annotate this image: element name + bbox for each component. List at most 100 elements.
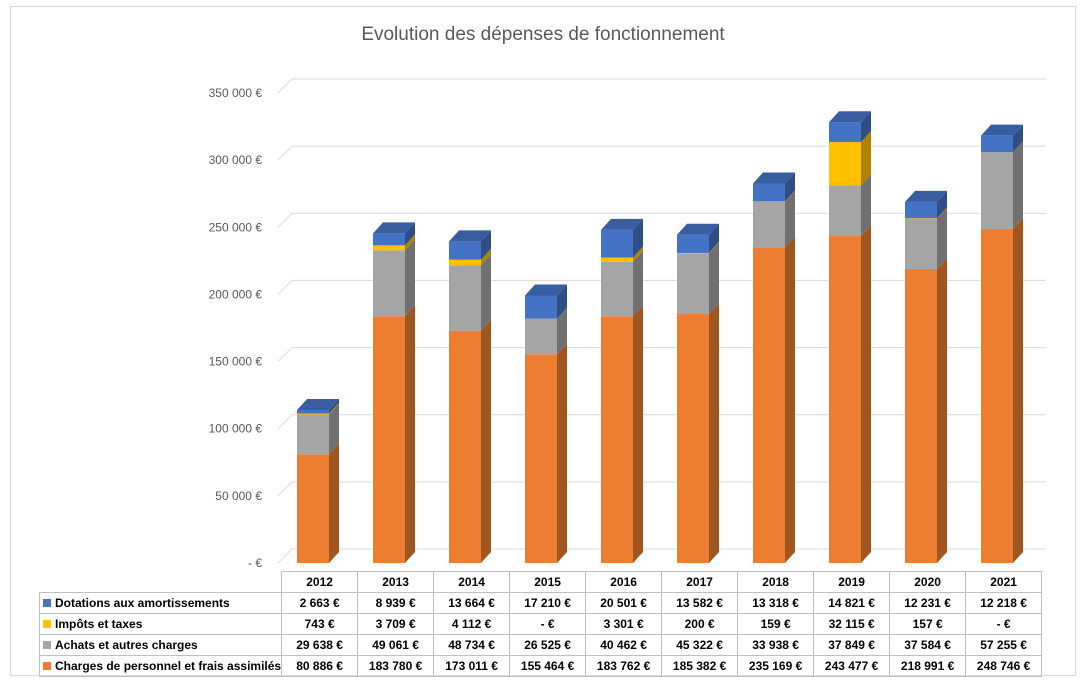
bar-segment xyxy=(449,330,481,563)
table-year-header: 2012 xyxy=(281,571,359,593)
bar-side-face xyxy=(329,403,339,455)
chart-title: Evolution des dépenses de fonctionnement xyxy=(361,24,725,45)
bar-side-face xyxy=(709,303,719,563)
gridline-depth xyxy=(277,347,293,362)
series-label: Achats et autres charges xyxy=(38,634,283,656)
table-value-cell: 183 762 € xyxy=(585,655,663,677)
table-value-cell: 173 011 € xyxy=(433,655,511,677)
bar-segment xyxy=(373,250,405,317)
bar-side-face xyxy=(785,236,795,563)
gridline-depth xyxy=(277,414,293,430)
bar-side-face xyxy=(937,207,947,219)
bar-side-face xyxy=(481,248,491,266)
legend-swatch-icon xyxy=(43,619,51,628)
bar-segment xyxy=(677,314,709,563)
bar-segment xyxy=(525,318,557,355)
bar-top-face xyxy=(981,124,1023,136)
bar-side-face xyxy=(709,223,719,253)
bar-side-face xyxy=(557,307,567,355)
bar-segment xyxy=(449,241,481,260)
table-corner xyxy=(40,572,282,593)
legend-swatch-icon xyxy=(43,661,51,670)
bar-side-face xyxy=(937,207,947,269)
bar-top-face xyxy=(297,399,339,411)
series-name: Charges de personnel et frais assimilés xyxy=(55,659,282,673)
bar-side-face xyxy=(329,399,339,414)
bar-segment xyxy=(449,265,481,331)
table-value-cell: 12 218 € xyxy=(965,592,1043,614)
table-value-cell: 49 061 € xyxy=(357,634,435,656)
bar-segment xyxy=(297,414,329,455)
series-label: Charges de personnel et frais assimilés xyxy=(38,655,283,677)
table-value-cell: 37 584 € xyxy=(889,634,967,656)
table-value-cell: 2 663 € xyxy=(281,592,359,614)
table-value-cell: 12 231 € xyxy=(889,592,967,614)
bar-side-face xyxy=(633,218,643,258)
bar-segment xyxy=(905,268,937,563)
bar-segment xyxy=(297,454,329,563)
table-year-header: 2014 xyxy=(433,571,511,593)
bar-side-face xyxy=(861,174,871,237)
gridline-depth xyxy=(277,280,293,295)
bars xyxy=(297,111,1023,563)
bar-side-face xyxy=(861,131,871,186)
bar-top-face xyxy=(449,230,491,242)
series-label: Impôts et taxes xyxy=(38,613,283,635)
bar-side-face xyxy=(633,250,643,317)
table-value-cell: 3 709 € xyxy=(357,613,435,635)
table-year-header: 2018 xyxy=(737,571,815,593)
bar-side-face xyxy=(633,305,643,563)
bar-top-face xyxy=(601,218,643,230)
bar-segment xyxy=(753,201,785,248)
bar-segment xyxy=(753,183,785,202)
table-value-cell: 4 112 € xyxy=(433,613,511,635)
bar-segment xyxy=(829,142,861,186)
table-value-cell: 218 991 € xyxy=(889,655,967,677)
bar-segment xyxy=(981,135,1013,153)
bar-top-face xyxy=(753,172,795,184)
table-year-header: 2020 xyxy=(889,571,967,593)
table-value-cell: 29 638 € xyxy=(281,634,359,656)
y-tick-label: 150 000 € xyxy=(209,355,263,369)
bar-segment xyxy=(753,247,785,563)
bar-segment xyxy=(905,218,937,269)
bar-segment xyxy=(601,261,633,317)
bar-segment xyxy=(449,259,481,266)
bar-segment xyxy=(373,245,405,251)
table-year-header: 2016 xyxy=(585,571,663,593)
table-value-cell: 3 301 € xyxy=(585,613,663,635)
table-value-cell: 26 525 € xyxy=(509,634,587,656)
table-value-cell: 48 734 € xyxy=(433,634,511,656)
bar-side-face xyxy=(405,305,415,563)
table-value-cell: 185 382 € xyxy=(661,655,739,677)
gridline-depth xyxy=(277,145,293,161)
gridline-depth xyxy=(277,212,293,228)
table-value-cell: 57 255 € xyxy=(965,634,1043,656)
table-value-cell: 200 € xyxy=(661,613,739,635)
bar-side-face xyxy=(481,254,491,331)
table-year-header: 2021 xyxy=(965,571,1043,593)
table-row: Charges de personnel et frais assimilés 8… xyxy=(38,655,1043,677)
bar-segment xyxy=(677,234,709,253)
bar-segment xyxy=(905,201,937,219)
table-value-cell: 8 939 € xyxy=(357,592,435,614)
bar-side-face xyxy=(861,225,871,563)
bar-segment xyxy=(601,229,633,258)
bar-side-face xyxy=(709,241,719,254)
bar-side-face xyxy=(329,402,339,415)
bar-side-face xyxy=(937,257,947,563)
bar-segment xyxy=(677,252,709,254)
bar-segment xyxy=(601,316,633,563)
table-value-cell: 235 169 € xyxy=(737,655,815,677)
table-value-cell: 45 322 € xyxy=(661,634,739,656)
table-value-cell: 159 € xyxy=(737,613,815,635)
y-tick-label: 100 000 € xyxy=(209,422,263,436)
bar-side-face xyxy=(481,230,491,260)
table-value-cell: 13 318 € xyxy=(737,592,815,614)
table-value-cell: 157 € xyxy=(889,613,967,635)
series-name: Achats et autres charges xyxy=(55,638,198,652)
bar-side-face xyxy=(405,222,415,246)
table-header-row: 2012 2013 2014 2015 2016 2017 2018 2019 2020 2021 xyxy=(40,571,1043,593)
table-value-cell: 37 849 € xyxy=(813,634,891,656)
bar-side-face xyxy=(937,190,947,219)
